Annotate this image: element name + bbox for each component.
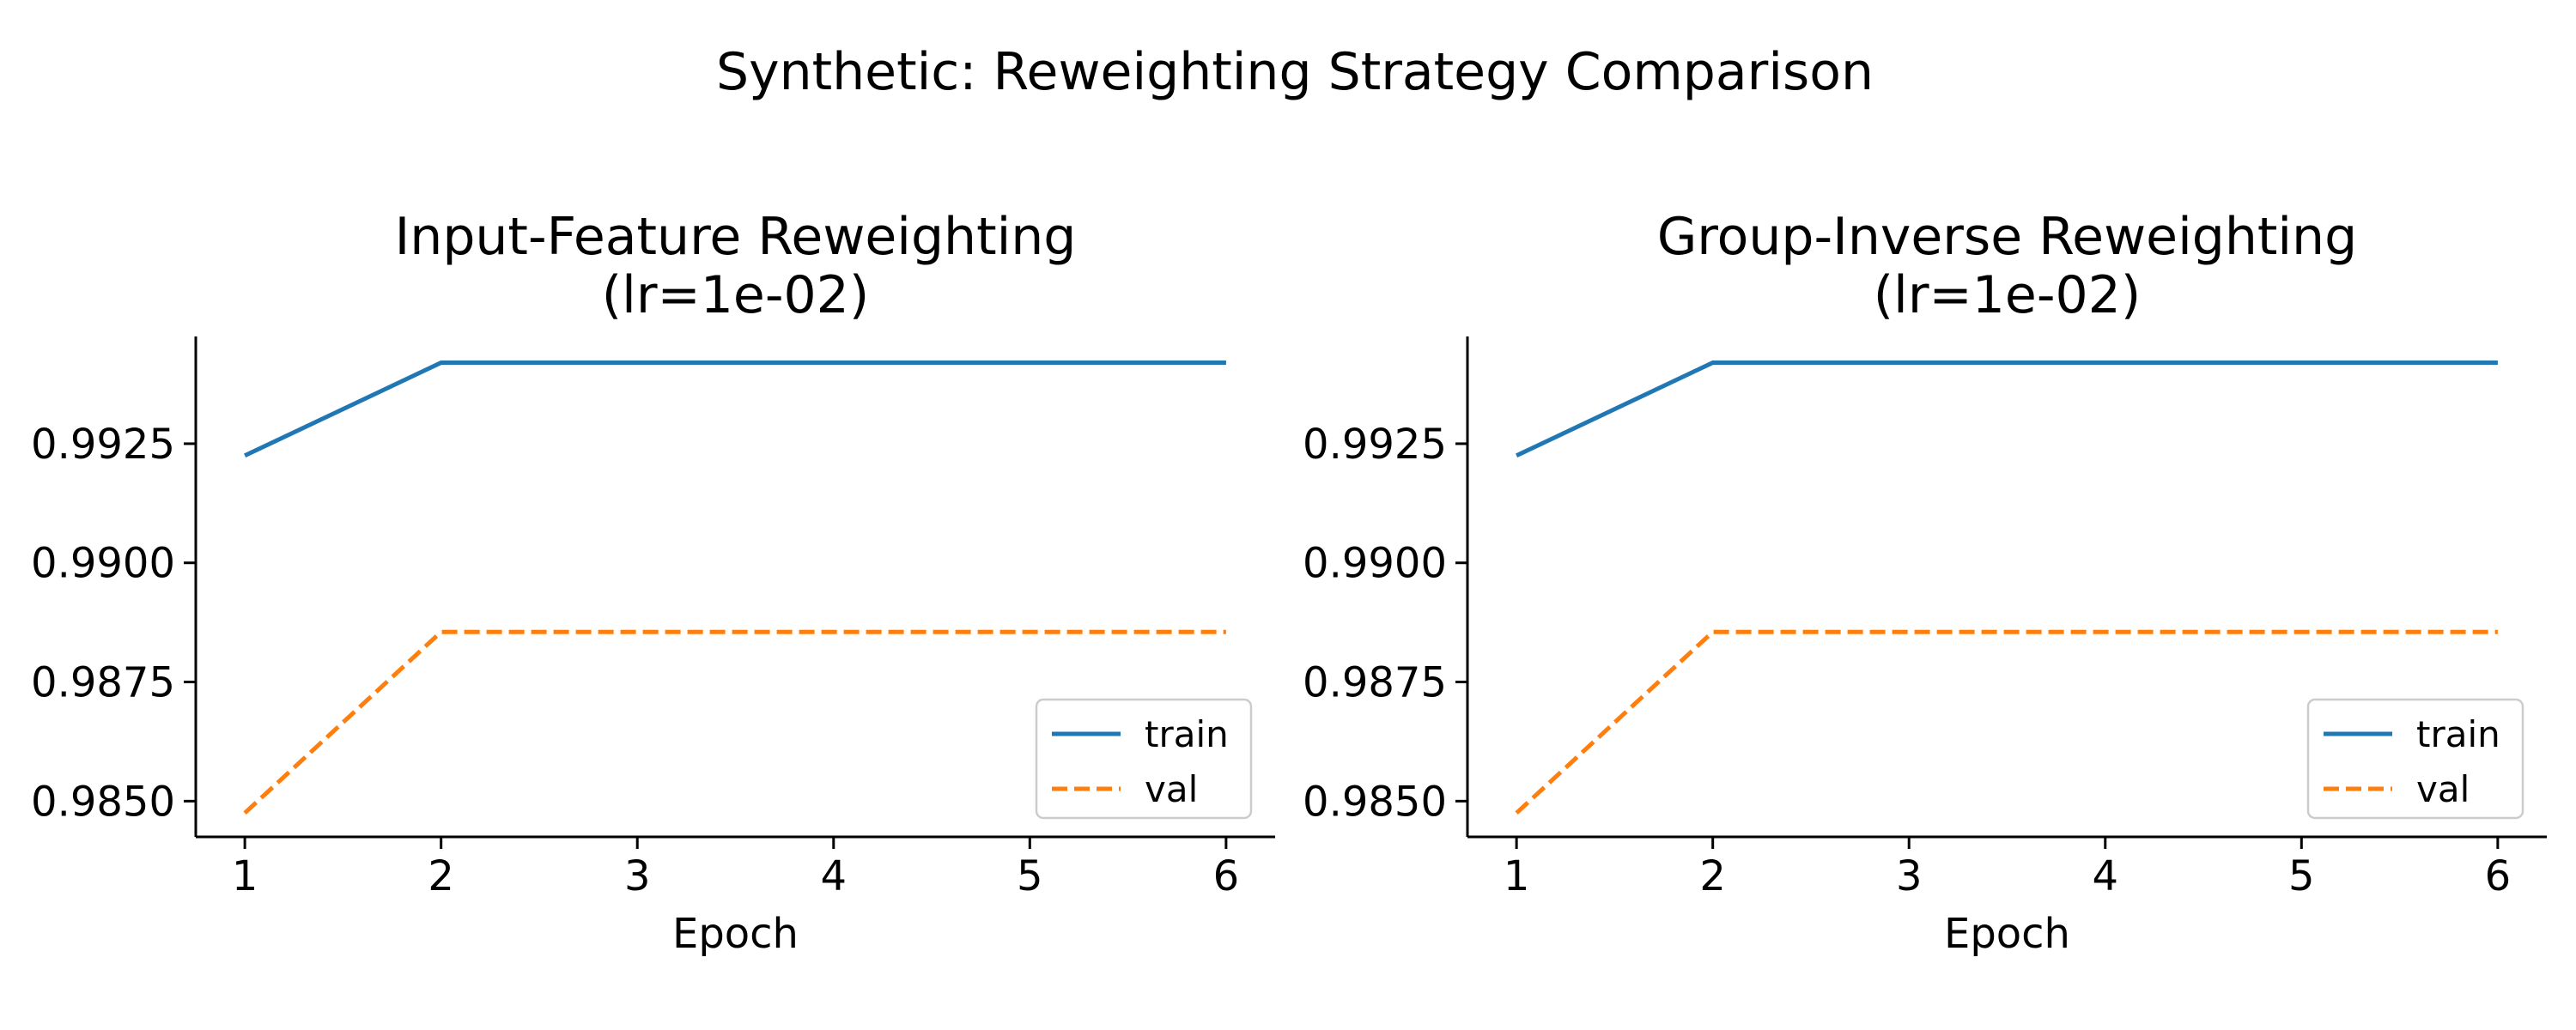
right-y-tick-label: 0.9900: [1303, 540, 1447, 588]
left-series-train-line: [244, 360, 1226, 458]
left-y-tick-label: 0.9900: [31, 540, 175, 588]
right-x-tick-label: 2: [1699, 852, 1726, 900]
right-x-tick-label: 6: [2485, 852, 2512, 900]
left-y-tick-label: 0.9925: [31, 421, 175, 469]
right-series-val-line: [1515, 629, 2498, 815]
right-x-tick-label: 4: [2092, 852, 2118, 900]
right-panel-title: Group-Inverse Reweighting: [1657, 207, 2357, 267]
left-x-tick-label: 2: [428, 852, 454, 900]
figure-suptitle: Synthetic: Reweighting Strategy Comparis…: [716, 42, 1874, 102]
left-x-tick-label: 5: [1017, 852, 1043, 900]
left-x-tick-label: 3: [624, 852, 651, 900]
right-x-axis-label: Epoch: [1944, 910, 2070, 958]
left-y-tick-label: 0.9850: [31, 778, 175, 826]
right-x-tick-label: 1: [1504, 852, 1530, 900]
right-y-tick-label: 0.9875: [1303, 659, 1447, 707]
left-x-tick-label: 4: [820, 852, 847, 900]
right-legend-val-label: val: [2416, 768, 2470, 810]
left-x-axis-label: Epoch: [672, 910, 799, 958]
right-panel: Group-Inverse Reweighting(lr=1e-02) 1 2 3 4 5…: [1303, 207, 2547, 958]
right-y-tick-label: 0.9850: [1303, 778, 1447, 826]
right-x-tick-label: 3: [1896, 852, 1923, 900]
right-legend-box: [2306, 698, 2524, 820]
left-legend-val-label: val: [1145, 768, 1198, 810]
left-y-tick-label: 0.9875: [31, 659, 175, 707]
left-panel: Input-Feature Reweighting(lr=1e-02) 1 2 3 4 5…: [31, 207, 1275, 958]
left-x-tick-label: 1: [232, 852, 258, 900]
left-panel-title: Input-Feature Reweighting: [395, 207, 1077, 267]
right-series-train-line: [1516, 360, 2498, 458]
left-legend-train-label: train: [1145, 713, 1229, 755]
left-panel-subtitle: (lr=1e-02): [602, 265, 870, 325]
right-y-tick-label: 0.9925: [1303, 421, 1447, 469]
left-series-val-line: [243, 629, 1226, 815]
left-legend-box: [1035, 698, 1253, 820]
left-x-tick-label: 6: [1213, 852, 1240, 900]
left-legend: train val: [1035, 698, 1253, 820]
right-legend-train-label: train: [2416, 713, 2500, 755]
right-panel-subtitle: (lr=1e-02): [1874, 265, 2142, 325]
right-x-tick-label: 5: [2288, 852, 2315, 900]
right-legend: train val: [2306, 698, 2524, 820]
